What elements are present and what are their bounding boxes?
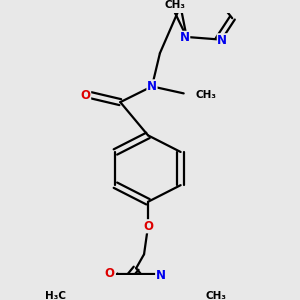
Text: CH₃: CH₃ (196, 90, 217, 100)
Text: O: O (105, 267, 115, 280)
Text: N: N (147, 80, 157, 93)
Text: N: N (156, 269, 166, 282)
Text: N: N (217, 34, 227, 47)
Text: H₃C: H₃C (45, 291, 66, 300)
Text: CH₃: CH₃ (206, 291, 227, 300)
Text: CH₃: CH₃ (164, 1, 185, 10)
Text: O: O (81, 88, 91, 102)
Text: O: O (143, 220, 153, 233)
Text: N: N (180, 31, 190, 44)
